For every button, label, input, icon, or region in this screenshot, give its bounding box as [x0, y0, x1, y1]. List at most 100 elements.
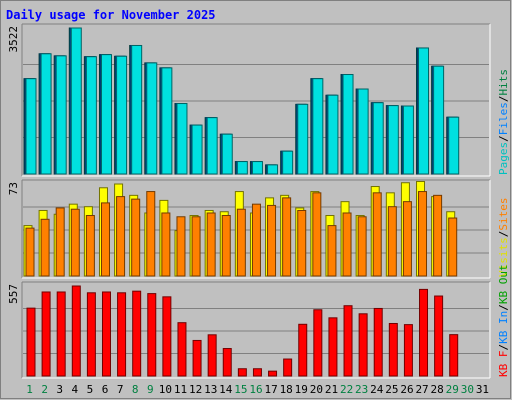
bar-kbytes-kb-f [147, 293, 157, 377]
ymax-label-hits: 3522 [7, 26, 20, 53]
bar-hits-pages [146, 62, 158, 175]
bar-visits-sites [176, 216, 186, 277]
x-tick-label: 10 [159, 383, 172, 396]
bar-kbytes-kb-f [71, 285, 81, 377]
x-tick-label: 8 [132, 383, 139, 396]
bar-visits-sites [357, 216, 367, 277]
bar-visits-sites [146, 191, 156, 277]
bar-hits-pages [191, 124, 203, 175]
x-tick-label: 9 [147, 383, 154, 396]
bar-kbytes-kb-f [207, 334, 217, 377]
bar-hits-pages [387, 105, 399, 175]
x-tick-label: 15 [234, 383, 247, 396]
x-tick-label: 25 [385, 383, 398, 396]
bar-visits-sites [70, 208, 80, 277]
bar-kbytes-kb-f [434, 295, 444, 377]
ymax-label-visits: 73 [7, 182, 20, 195]
bar-kbytes-kb-f [343, 305, 353, 377]
bar-hits-pages [221, 133, 233, 175]
bar-visits-sites [433, 194, 443, 277]
ylabel-hits: Pages/Files/Hits [497, 69, 510, 175]
x-tick-label: 18 [280, 383, 293, 396]
bar-hits-pages [433, 65, 445, 175]
bar-kbytes-kb-f [26, 307, 36, 377]
x-tick-label: 26 [400, 383, 413, 396]
bar-kbytes-kb-f [56, 291, 66, 377]
bar-hits-pages [251, 161, 263, 175]
bar-visits-sites [25, 227, 35, 277]
bar-visits-sites [327, 225, 337, 277]
x-tick-label: 12 [189, 383, 202, 396]
bar-kbytes-kb-f [358, 313, 368, 377]
x-tick-label: 11 [174, 383, 187, 396]
x-tick-label: 5 [87, 383, 94, 396]
bar-hits-pages [85, 56, 97, 175]
bar-hits-pages [448, 116, 460, 175]
bar-kbytes-kb-f [268, 370, 278, 377]
bar-visits-sites [206, 212, 216, 277]
bar-hits-pages [402, 105, 414, 175]
bar-kbytes-kb-f [132, 290, 142, 377]
bar-visits-sites [100, 202, 110, 277]
ylabel-kbytes: KB F/KB In/KB Out [497, 264, 510, 377]
x-tick-label: 13 [204, 383, 217, 396]
bar-kbytes-kb-f [86, 292, 96, 377]
x-tick-label: 30 [461, 383, 474, 396]
bar-visits-sites [236, 208, 246, 277]
x-tick-label: 21 [325, 383, 338, 396]
bar-visits-sites [85, 215, 95, 277]
panel-kbytes: 557 KB F/KB In/KB Out [7, 264, 510, 379]
bar-hits-pages [236, 161, 248, 175]
bar-visits-sites [312, 192, 322, 277]
bar-kbytes-kb-f [328, 317, 338, 377]
bar-kbytes-kb-f [313, 309, 323, 377]
chart-title: Daily usage for November 2025 [6, 8, 216, 22]
bar-hits-pages [176, 103, 188, 175]
bar-hits-pages [206, 117, 218, 175]
bar-kbytes-kb-f [449, 334, 459, 377]
bar-visits-sites [402, 201, 412, 277]
bar-hits-pages [55, 55, 67, 175]
bar-hits-pages [131, 44, 143, 175]
bar-visits-sites [191, 216, 201, 277]
bar-visits-sites [161, 212, 171, 277]
bar-visits-sites [221, 215, 231, 277]
bar-kbytes-kb-f [192, 339, 202, 377]
bar-hits-pages [372, 102, 384, 175]
bar-kbytes-kb-f [41, 291, 51, 377]
bar-visits-sites [116, 196, 126, 277]
bar-visits-sites [131, 198, 141, 277]
bar-kbytes-kb-f [298, 323, 308, 377]
bar-kbytes-kb-f [373, 307, 383, 377]
bar-visits-sites [267, 204, 277, 277]
x-tick-label: 2 [41, 383, 48, 396]
bar-visits-sites [418, 191, 428, 277]
bar-visits-sites [251, 203, 261, 277]
x-tick-label: 3 [56, 383, 63, 396]
bar-visits-sites [55, 207, 65, 277]
panel-hits: 3522 Pages/Files/Hits [7, 23, 510, 177]
x-tick-label: 16 [249, 383, 262, 396]
x-tick-label: 7 [117, 383, 124, 396]
bar-kbytes-kb-f [237, 368, 247, 377]
bar-hits-pages [418, 47, 430, 175]
x-tick-label: 23 [355, 383, 368, 396]
x-tick-label: 31 [476, 383, 489, 396]
bar-hits-pages [327, 94, 339, 175]
bar-hits-pages [116, 55, 128, 175]
x-tick-label: 22 [340, 383, 353, 396]
bar-visits-sites [297, 209, 307, 277]
bar-kbytes-kb-f [283, 358, 293, 377]
bar-kbytes-kb-f [117, 292, 127, 377]
bar-hits-pages [357, 88, 369, 175]
bar-visits-sites [40, 218, 50, 277]
x-tick-label: 6 [102, 383, 109, 396]
bar-hits-pages [282, 150, 294, 175]
bar-kbytes-kb-f [252, 368, 262, 377]
bar-hits-pages [267, 164, 279, 175]
x-tick-label: 29 [446, 383, 459, 396]
bar-visits-sites [448, 217, 458, 277]
bar-kbytes-kb-f [101, 291, 111, 377]
bar-visits-sites [342, 212, 352, 277]
